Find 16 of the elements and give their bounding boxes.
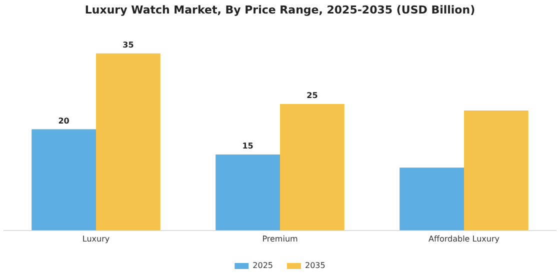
bar — [400, 168, 464, 230]
data-label: 35 — [122, 40, 134, 50]
bar — [96, 53, 160, 230]
x-tick-label: Luxury — [82, 234, 110, 244]
data-label: 15 — [242, 142, 254, 151]
data-label: 25 — [306, 91, 318, 100]
chart-title: Luxury Watch Market, By Price Range, 2025-2035 (USD Billion) — [84, 3, 476, 16]
data-label: 20 — [58, 116, 70, 126]
bar — [216, 154, 280, 230]
x-tick-label: Premium — [262, 234, 298, 244]
x-tick-label: Affordable Luxury — [428, 234, 500, 244]
bar — [464, 110, 528, 230]
legend-label: 2025 — [252, 261, 273, 270]
bar — [32, 129, 96, 230]
legend-label: 2035 — [305, 261, 326, 270]
bar — [280, 104, 344, 230]
